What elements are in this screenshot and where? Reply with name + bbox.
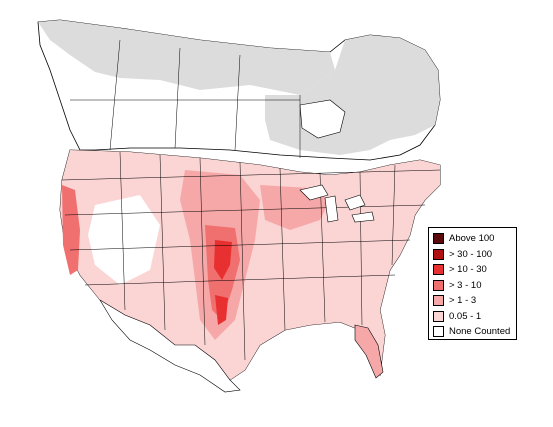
- legend-item: > 1 - 3: [433, 293, 512, 309]
- political-boundaries: [61, 39, 441, 361]
- legend-swatch: [433, 248, 444, 260]
- legend-swatch: [433, 310, 444, 322]
- abundance-medium-california: [62, 185, 80, 275]
- abundance-light: [60, 150, 440, 380]
- legend-swatch: [433, 279, 444, 291]
- legend-label: Above 100: [449, 233, 495, 245]
- legend-label: > 3 - 10: [449, 279, 482, 291]
- legend-item: None Counted: [433, 324, 512, 340]
- no-data-region-northwest: [38, 20, 335, 95]
- legend: Above 100 > 30 - 100 > 10 - 30 > 3 - 10 > 1 …: [428, 227, 517, 340]
- great-lakes: [299, 184, 375, 223]
- legend-item: > 3 - 10: [433, 278, 512, 294]
- abundance-very-high-texas: [215, 295, 228, 325]
- legend-item: > 30 - 100: [433, 247, 512, 263]
- mexico-land: [99, 299, 241, 393]
- legend-label: None Counted: [449, 326, 511, 338]
- legend-swatch: [433, 326, 444, 338]
- legend-item: 0.05 - 1: [433, 309, 512, 325]
- legend-label: > 30 - 100: [449, 248, 493, 260]
- abundance-very-high-core: [214, 240, 232, 280]
- legend-label: > 1 - 3: [449, 295, 477, 307]
- none-counted-west: [88, 195, 160, 285]
- legend-swatch: [433, 233, 444, 245]
- florida: [354, 324, 384, 379]
- legend-label: > 10 - 30: [449, 264, 487, 276]
- hudson-bay: [299, 99, 346, 139]
- legend-swatch: [433, 264, 444, 276]
- legend-item: > 10 - 30: [433, 262, 512, 278]
- legend-swatch: [433, 295, 444, 307]
- legend-label: 0.05 - 1: [449, 310, 482, 322]
- legend-item: Above 100: [433, 231, 512, 247]
